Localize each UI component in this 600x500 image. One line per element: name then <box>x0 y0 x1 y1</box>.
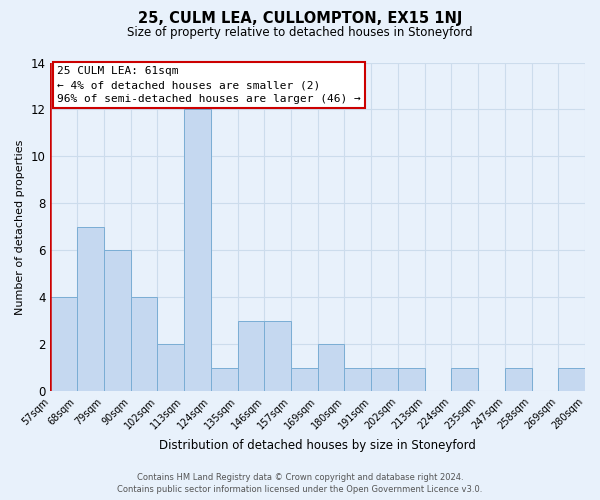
Bar <box>184 110 211 392</box>
Bar <box>318 344 344 392</box>
Bar <box>104 250 131 392</box>
Bar <box>157 344 184 392</box>
Bar <box>238 321 264 392</box>
Bar <box>558 368 585 392</box>
X-axis label: Distribution of detached houses by size in Stoneyford: Distribution of detached houses by size … <box>159 440 476 452</box>
Bar <box>398 368 425 392</box>
Text: Contains HM Land Registry data © Crown copyright and database right 2024.
Contai: Contains HM Land Registry data © Crown c… <box>118 472 482 494</box>
Bar <box>131 298 157 392</box>
Bar <box>344 368 371 392</box>
Bar <box>50 298 77 392</box>
Bar <box>291 368 318 392</box>
Bar <box>77 227 104 392</box>
Bar <box>211 368 238 392</box>
Text: 25, CULM LEA, CULLOMPTON, EX15 1NJ: 25, CULM LEA, CULLOMPTON, EX15 1NJ <box>138 11 462 26</box>
Bar <box>371 368 398 392</box>
Text: Size of property relative to detached houses in Stoneyford: Size of property relative to detached ho… <box>127 26 473 39</box>
Bar <box>505 368 532 392</box>
Text: 25 CULM LEA: 61sqm
← 4% of detached houses are smaller (2)
96% of semi-detached : 25 CULM LEA: 61sqm ← 4% of detached hous… <box>57 66 361 104</box>
Bar <box>264 321 291 392</box>
Y-axis label: Number of detached properties: Number of detached properties <box>15 140 25 314</box>
Bar <box>451 368 478 392</box>
